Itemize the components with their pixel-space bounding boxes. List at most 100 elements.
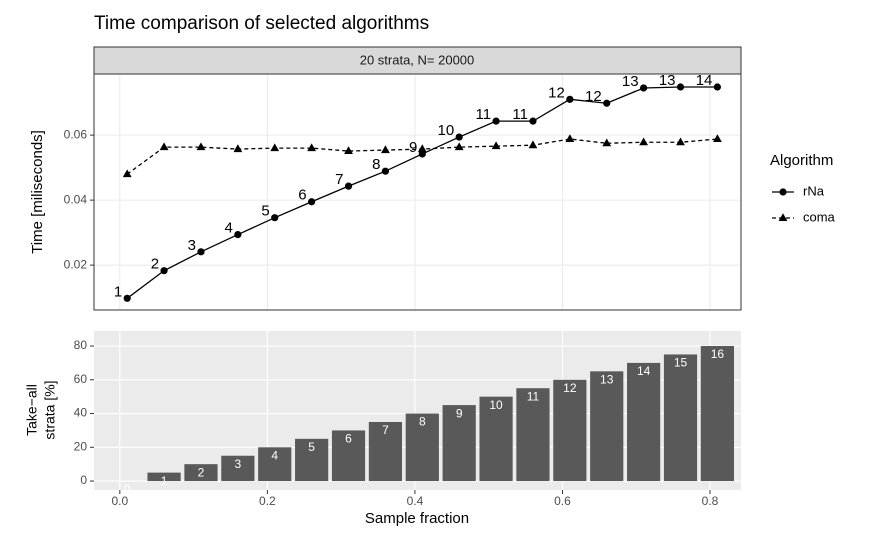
point-label: 11 xyxy=(512,106,528,123)
point xyxy=(713,83,721,91)
bar xyxy=(368,421,403,482)
point xyxy=(712,134,722,143)
x-axis-title: Sample fraction xyxy=(365,510,469,527)
point-label: 9 xyxy=(409,139,417,156)
x-tick-label: 0.6 xyxy=(554,494,571,508)
point-label: 12 xyxy=(585,88,602,105)
point xyxy=(381,145,390,154)
point-label: 6 xyxy=(298,187,306,204)
bar-label: 8 xyxy=(419,415,426,429)
panel-border xyxy=(93,73,742,311)
point-label: 3 xyxy=(188,237,196,254)
point xyxy=(565,134,575,143)
point xyxy=(602,138,612,147)
y-tick-label: 80 xyxy=(74,338,88,352)
point xyxy=(455,133,463,141)
bar-label: 0 xyxy=(124,482,131,496)
point xyxy=(528,140,538,149)
point xyxy=(529,117,537,125)
point-label: 14 xyxy=(696,72,713,89)
bar-label: 6 xyxy=(345,432,352,446)
legend-label: rNa xyxy=(803,183,825,198)
point xyxy=(566,95,574,103)
bar xyxy=(663,354,698,482)
bar-label: 4 xyxy=(271,448,278,462)
point-label: 1 xyxy=(114,283,122,300)
y-axis-title: strata [%] xyxy=(42,380,58,439)
point xyxy=(122,169,132,178)
point xyxy=(418,150,426,158)
bar-label: 10 xyxy=(489,398,503,412)
y-tick-label: 0.06 xyxy=(64,127,88,141)
y-tick-label: 40 xyxy=(74,406,88,420)
point-label: 7 xyxy=(335,171,343,188)
point xyxy=(234,230,242,239)
point xyxy=(270,143,280,152)
point xyxy=(381,167,390,175)
point xyxy=(344,146,353,155)
point-label: 8 xyxy=(372,156,380,173)
bar xyxy=(590,371,624,482)
x-tick-label: 0.2 xyxy=(259,494,276,508)
bar-label: 9 xyxy=(456,406,463,420)
point xyxy=(160,267,168,275)
plot-area xyxy=(122,83,722,302)
bar xyxy=(442,405,476,482)
bar xyxy=(221,455,255,482)
point-label: 11 xyxy=(475,106,491,123)
bar xyxy=(700,346,734,482)
panel-background xyxy=(94,74,741,310)
bar xyxy=(184,464,218,482)
point xyxy=(196,142,206,151)
point-label: 5 xyxy=(261,203,269,220)
x-tick-label: 0.8 xyxy=(702,494,719,508)
point-label: 12 xyxy=(548,84,565,101)
point xyxy=(491,141,501,150)
legend-marker xyxy=(779,188,787,196)
point-label: 2 xyxy=(151,256,159,273)
bar xyxy=(405,413,439,482)
bar-label: 12 xyxy=(563,381,577,395)
y-axis-title: Take−all xyxy=(24,384,40,436)
x-tick-label: 0.0 xyxy=(111,494,128,508)
bar xyxy=(147,472,181,482)
bar-label: 14 xyxy=(637,364,651,378)
point xyxy=(233,144,243,153)
point-label: 4 xyxy=(225,220,233,237)
strip-label: 20 strata, N= 20000 xyxy=(360,52,475,67)
bar-label: 13 xyxy=(600,373,614,387)
bar-label: 11 xyxy=(527,389,540,403)
point-label: 13 xyxy=(659,72,676,89)
y-axis-title: Time [miliseconds] xyxy=(29,130,46,254)
point xyxy=(417,144,427,153)
point xyxy=(197,248,205,256)
point-label: 13 xyxy=(622,73,639,90)
bar xyxy=(627,362,661,482)
point xyxy=(603,99,611,107)
point xyxy=(271,214,279,222)
bar-label: 15 xyxy=(674,356,688,370)
y-tick-label: 0.04 xyxy=(64,192,88,206)
bar-label: 5 xyxy=(308,440,315,454)
point xyxy=(676,83,685,91)
point xyxy=(159,142,169,151)
y-tick-label: 0 xyxy=(80,473,87,487)
legend-title: Algorithm xyxy=(770,152,833,169)
bar xyxy=(479,396,513,482)
bar xyxy=(553,379,587,482)
point xyxy=(492,117,500,125)
bar xyxy=(331,430,366,482)
legend-marker xyxy=(778,213,788,221)
bar xyxy=(295,438,329,482)
legend-label: coma xyxy=(803,209,836,224)
y-tick-label: 0.02 xyxy=(64,257,88,271)
y-tick-label: 60 xyxy=(74,372,88,386)
point xyxy=(308,198,316,206)
point xyxy=(676,137,685,146)
bar-label: 2 xyxy=(198,465,205,479)
y-tick-label: 20 xyxy=(74,439,88,453)
point xyxy=(639,137,649,146)
bar-label: 1 xyxy=(161,474,168,488)
x-tick-label: 0.4 xyxy=(407,494,424,508)
